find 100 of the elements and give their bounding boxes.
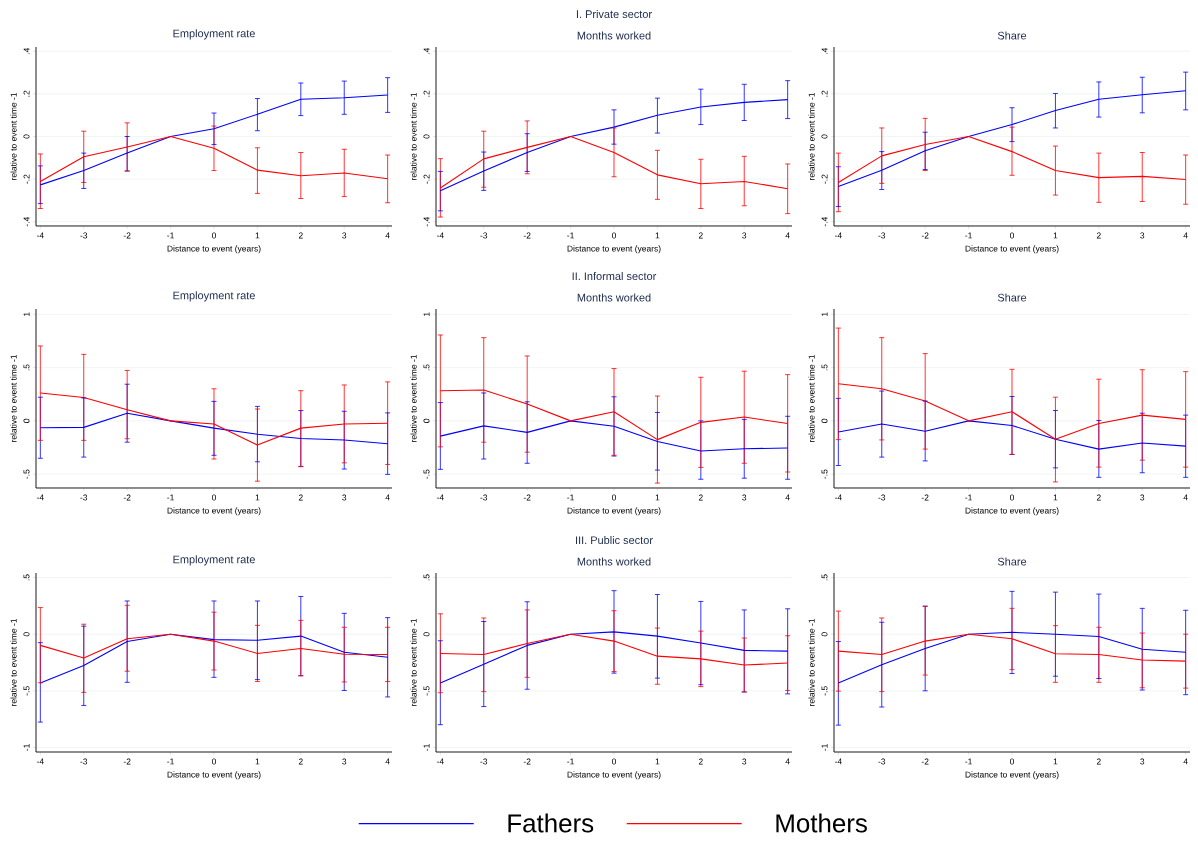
y-tick-label: -.5 [821, 469, 828, 479]
x-axis-title: Distance to event (years) [965, 771, 1059, 780]
y-tick-label: -.2 [23, 174, 30, 184]
x-tick-label: 2 [1096, 494, 1101, 501]
x-tick-label: 3 [1140, 232, 1145, 239]
x-tick-label: -3 [480, 494, 488, 501]
x-tick-label: -4 [436, 758, 444, 765]
x-tick-label: -4 [834, 232, 842, 239]
y-axis-title: relative to event time -1 [10, 92, 17, 180]
x-tick-label: -1 [567, 494, 574, 501]
x-tick-label: 0 [211, 758, 217, 765]
x-tick-label: 4 [1183, 232, 1188, 239]
y-tick-label: .2 [821, 90, 828, 97]
y-tick-label: -1 [821, 744, 828, 751]
y-tick-label: -.4 [423, 217, 430, 227]
chart-title: Months worked [577, 31, 651, 40]
x-tick-label: 4 [385, 494, 390, 501]
y-tick-label: 1 [821, 312, 828, 317]
y-tick-label: .4 [821, 47, 828, 55]
x-axis-title: Distance to event (years) [567, 507, 661, 516]
x-tick-label: 3 [342, 494, 347, 501]
y-tick-label: 0 [23, 134, 30, 139]
y-tick-label: -.5 [423, 686, 430, 696]
y-tick-label: .5 [23, 574, 30, 581]
chart-title: Share [997, 557, 1027, 566]
x-tick-label: 2 [698, 758, 703, 765]
x-tick-label: -2 [123, 758, 131, 765]
chart-title: Employment rate [173, 29, 255, 40]
y-axis-title: relative to event time -1 [10, 618, 17, 706]
x-tick-label: -3 [480, 758, 488, 765]
x-tick-label: 1 [255, 758, 260, 765]
y-tick-label: -.4 [821, 217, 828, 227]
y-tick-label: .5 [821, 364, 828, 371]
x-tick-label: -2 [123, 232, 131, 239]
x-tick-label: 3 [742, 232, 747, 239]
y-tick-label: 1 [23, 312, 30, 317]
x-tick-label: 0 [1009, 232, 1015, 239]
y-tick-label: -.5 [423, 469, 430, 479]
x-tick-label: 3 [1140, 494, 1145, 501]
x-tick-label: 4 [385, 758, 390, 765]
x-axis-title: Distance to event (years) [567, 771, 661, 780]
chart-title: Months worked [577, 557, 651, 566]
x-tick-label: -3 [80, 232, 88, 239]
y-tick-label: 0 [423, 418, 430, 423]
x-tick-label: -4 [436, 232, 444, 239]
y-axis-title: relative to event time -1 [410, 354, 417, 442]
x-tick-label: -1 [167, 232, 174, 239]
x-tick-label: 0 [611, 232, 617, 239]
y-tick-label: 0 [821, 134, 828, 139]
x-tick-label: -4 [834, 494, 842, 501]
chart-title: Share [997, 293, 1027, 302]
y-tick-label: 1 [423, 312, 430, 317]
x-tick-label: 0 [211, 494, 217, 501]
y-tick-label: -.4 [23, 217, 30, 227]
x-axis-title: Distance to event (years) [965, 245, 1059, 254]
x-tick-label: 3 [742, 758, 747, 765]
text: II. Informal sector [572, 271, 657, 281]
x-tick-label: 4 [785, 758, 790, 765]
x-tick-label: -1 [567, 758, 574, 765]
x-axis-title: Distance to event (years) [167, 507, 261, 516]
x-axis-title: Distance to event (years) [167, 771, 261, 780]
x-tick-label: 0 [611, 758, 617, 765]
x-tick-label: 4 [1183, 758, 1188, 765]
x-tick-label: 2 [298, 758, 303, 765]
x-tick-label: -2 [921, 494, 929, 501]
x-tick-label: 0 [1009, 758, 1015, 765]
x-tick-label: 3 [342, 758, 347, 765]
chart-title: Employment rate [173, 291, 255, 302]
x-tick-label: -3 [80, 494, 88, 501]
y-axis-title: relative to event time -1 [808, 354, 815, 442]
legend-label: Mothers [776, 813, 867, 833]
x-tick-label: -1 [567, 232, 574, 239]
y-tick-label: .2 [423, 90, 430, 97]
x-tick-label: 3 [342, 232, 347, 239]
y-tick-label: 0 [423, 134, 430, 139]
x-tick-label: -2 [921, 232, 929, 239]
x-tick-label: -2 [523, 758, 531, 765]
x-tick-label: 1 [655, 758, 660, 765]
x-tick-label: -1 [167, 758, 174, 765]
x-tick-label: 4 [785, 494, 790, 501]
x-tick-label: 4 [1183, 494, 1188, 501]
x-tick-label: -2 [523, 494, 531, 501]
x-tick-label: -2 [523, 232, 531, 239]
x-axis-title: Distance to event (years) [167, 245, 261, 254]
x-tick-label: 2 [698, 232, 703, 239]
y-tick-label: 0 [23, 418, 30, 423]
y-tick-label: 0 [423, 632, 430, 637]
x-tick-label: -3 [878, 494, 886, 501]
x-axis-title: Distance to event (years) [965, 507, 1059, 516]
x-tick-label: -3 [80, 758, 88, 765]
y-tick-label: .5 [423, 364, 430, 371]
x-tick-label: 1 [1053, 494, 1058, 501]
y-axis-title: relative to event time -1 [808, 618, 815, 706]
x-tick-label: 1 [255, 232, 260, 239]
x-tick-label: -1 [965, 758, 972, 765]
y-tick-label: .5 [23, 364, 30, 371]
x-tick-label: 1 [1053, 758, 1058, 765]
x-tick-label: 1 [1053, 232, 1058, 239]
y-tick-label: .5 [423, 574, 430, 581]
y-tick-label: 0 [821, 418, 828, 423]
